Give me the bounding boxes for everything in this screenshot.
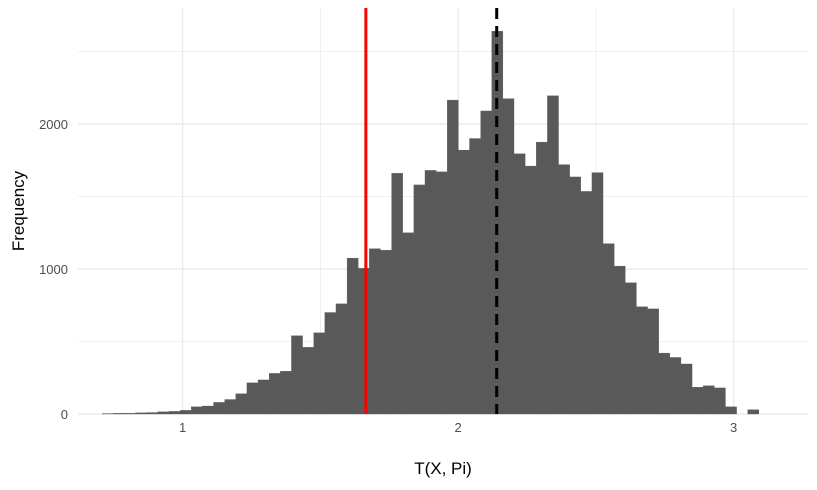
histogram-bar xyxy=(280,371,292,415)
histogram-bar xyxy=(569,176,581,415)
histogram-bar xyxy=(213,402,225,415)
histogram-bar xyxy=(135,412,147,415)
histogram-bar xyxy=(747,409,760,415)
histogram-bar xyxy=(346,257,359,415)
histogram-bar xyxy=(435,171,448,415)
histogram-bar xyxy=(703,385,715,415)
histogram-bar xyxy=(413,184,426,415)
histogram-bar xyxy=(168,411,181,415)
histogram-bar xyxy=(458,149,470,415)
histogram-bars xyxy=(102,31,760,415)
histogram-bar xyxy=(157,411,170,415)
histogram-bar xyxy=(179,410,192,415)
y-tick-label: 0 xyxy=(61,407,68,422)
histogram-bar xyxy=(524,165,537,415)
histogram-bar xyxy=(658,352,670,415)
histogram-bar xyxy=(113,413,125,415)
histogram-bar xyxy=(558,164,570,415)
histogram-bar xyxy=(447,99,459,415)
histogram-bar xyxy=(380,249,392,415)
y-axis-title: Frequency xyxy=(9,170,28,251)
histogram-bar xyxy=(669,357,682,415)
histogram-bar xyxy=(513,153,526,415)
reference-lines xyxy=(364,8,499,414)
x-tick-label: 2 xyxy=(455,420,462,435)
histogram-bar xyxy=(224,399,236,415)
histogram-bar xyxy=(636,306,648,415)
histogram-bar xyxy=(725,406,737,415)
histogram-bar xyxy=(591,172,604,415)
histogram-bar xyxy=(714,387,726,415)
histogram-bar xyxy=(502,98,515,415)
histogram-bar xyxy=(469,138,481,415)
histogram-bar xyxy=(647,308,659,415)
histogram-bar xyxy=(269,373,281,415)
y-tick-label: 2000 xyxy=(39,117,68,132)
histogram-bar xyxy=(124,413,136,415)
histogram-bar xyxy=(391,173,403,415)
histogram-bar xyxy=(691,387,704,415)
histogram-bar xyxy=(191,406,203,415)
histogram-bar xyxy=(302,347,314,415)
histogram-bar xyxy=(480,110,492,415)
histogram-bar xyxy=(602,243,615,415)
x-tick-labels: 1 2 3 xyxy=(179,420,737,435)
histogram-bar xyxy=(358,268,370,415)
histogram-bar xyxy=(547,95,559,415)
histogram-bar xyxy=(335,303,348,415)
histogram-bar xyxy=(324,312,337,415)
histogram-bar xyxy=(536,141,548,415)
histogram-bar xyxy=(313,332,325,415)
histogram-bar xyxy=(235,393,248,415)
histogram-bar xyxy=(257,379,270,415)
histogram-bar xyxy=(202,405,214,415)
histogram-bar xyxy=(291,335,303,415)
y-tick-labels: 0 1000 2000 xyxy=(39,117,68,422)
histogram-bar xyxy=(680,363,693,415)
histogram-bar xyxy=(625,282,637,415)
histogram-bar xyxy=(246,382,259,415)
histogram-bar xyxy=(580,191,593,415)
histogram-bar xyxy=(146,412,159,415)
histogram-bar xyxy=(402,232,415,415)
histogram-bar xyxy=(614,265,626,415)
histogram-bar xyxy=(424,170,437,415)
y-tick-label: 1000 xyxy=(39,262,68,277)
x-axis-title: T(X, Pi) xyxy=(414,459,472,478)
histogram-bar xyxy=(369,248,381,415)
x-tick-label: 1 xyxy=(179,420,186,435)
x-tick-label: 3 xyxy=(730,420,737,435)
